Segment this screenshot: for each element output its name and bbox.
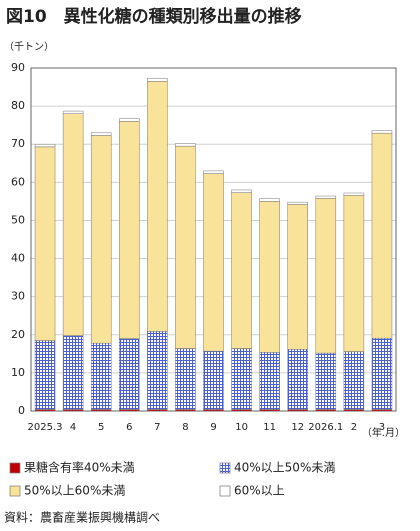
bar-segment <box>90 135 112 344</box>
x-tick-label: 3 <box>379 422 385 433</box>
legend-label: 50%以上60%未満 <box>24 484 125 498</box>
bar-segment <box>34 340 56 410</box>
bar-segment <box>371 337 393 410</box>
bar-segment <box>90 342 112 410</box>
bar-segment <box>90 132 112 136</box>
bar-segment <box>315 195 337 199</box>
chart-title: 図10 異性化糖の種類別移出量の推移 <box>6 6 302 27</box>
bar-segment <box>175 145 196 349</box>
bar-segment <box>343 192 365 196</box>
legend-swatch <box>219 462 231 474</box>
x-tick-label: 5 <box>98 422 104 433</box>
x-tick-label: 7 <box>154 422 160 433</box>
x-tick-label: 4 <box>70 422 76 433</box>
legend-swatch <box>9 485 21 497</box>
bar-segment <box>343 351 365 410</box>
y-tick-label: 10 <box>11 366 25 379</box>
y-tick-label: 70 <box>11 137 25 150</box>
bar-segment <box>34 146 56 341</box>
bar-segment <box>343 195 365 352</box>
bar-segment <box>315 352 337 410</box>
bar-segment <box>34 143 56 148</box>
legend-label: 60%以上 <box>234 484 285 498</box>
bar-segment <box>62 335 84 410</box>
y-tick-label: 20 <box>11 328 25 341</box>
bar-segment <box>231 189 252 193</box>
y-tick-label: 80 <box>11 99 25 112</box>
bar-segment <box>119 338 140 410</box>
x-tick-label: 11 <box>263 422 276 433</box>
bar-segment <box>147 78 168 82</box>
source: 資料：農畜産業振興機構調べ <box>4 510 160 525</box>
x-tick-label: 12 <box>291 422 304 433</box>
bar-segment <box>147 81 168 332</box>
bar-segment <box>62 110 84 114</box>
bar-segment <box>287 201 308 205</box>
x-axis-label: （年.月） <box>362 426 405 439</box>
x-tick-label: 2026.1 <box>308 422 343 433</box>
y-axis-label: （千トン） <box>4 41 54 53</box>
bar-segment <box>231 192 252 349</box>
legend-swatch <box>9 462 21 474</box>
x-tick-label: 2025.3 <box>28 422 63 433</box>
y-tick-label: 60 <box>11 175 25 188</box>
bar-segment <box>203 170 224 174</box>
bar-segment <box>287 349 308 410</box>
x-tick-label: 8 <box>182 422 188 433</box>
bar-segment <box>175 143 196 147</box>
x-tick-label: 6 <box>126 422 132 433</box>
legend-swatch <box>219 485 231 497</box>
bar-segment <box>287 204 308 350</box>
y-tick-label: 50 <box>11 213 25 226</box>
bar-segment <box>259 198 280 202</box>
bar-segment <box>259 352 280 410</box>
legend-label: 果糖含有率40%未満 <box>24 460 135 475</box>
bar-segment <box>119 118 140 122</box>
x-tick-label: 2 <box>351 422 357 433</box>
bar-segment <box>315 198 337 354</box>
bar-segment <box>203 350 224 410</box>
y-tick-label: 90 <box>11 61 25 74</box>
bar-segment <box>371 130 393 134</box>
y-tick-label: 40 <box>11 252 25 265</box>
bar-segment <box>231 348 252 410</box>
bar-segment <box>175 348 196 410</box>
y-tick-label: 30 <box>11 290 25 303</box>
bar-segment <box>147 331 168 410</box>
legend-label: 40%以上50%未満 <box>234 461 335 475</box>
y-tick-label: 0 <box>18 404 25 417</box>
x-tick-label: 10 <box>235 422 248 433</box>
bar-segment <box>371 132 393 339</box>
bar-segment <box>62 113 84 336</box>
bar-segment <box>203 173 224 352</box>
x-tick-label: 9 <box>210 422 216 433</box>
bar-segment <box>119 121 140 339</box>
bar-segment <box>259 201 280 353</box>
